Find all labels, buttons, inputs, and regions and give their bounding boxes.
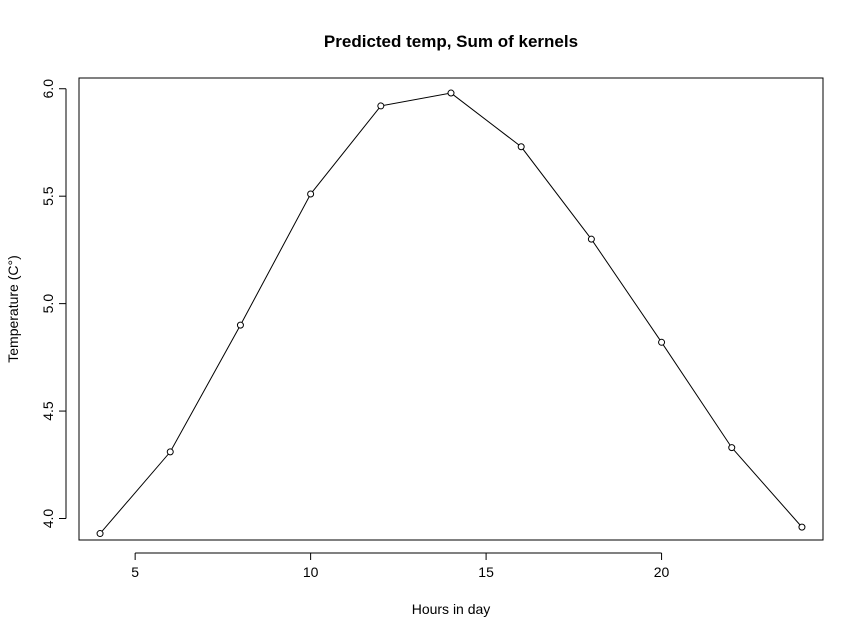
- data-point: [798, 523, 806, 531]
- y-tick-label: 6.0: [40, 79, 56, 99]
- y-axis: 4.0 4.5 5.0 5.5 6.0: [40, 79, 67, 529]
- data-point: [587, 235, 595, 243]
- data-point: [307, 190, 315, 198]
- x-axis: 5 10 15 20: [131, 552, 670, 580]
- y-tick-label: 5.0: [40, 294, 56, 314]
- y-tick-label: 4.0: [40, 509, 56, 529]
- chart-title: Predicted temp, Sum of kernels: [324, 32, 578, 51]
- x-tick-label: 20: [654, 564, 670, 580]
- x-tick-label: 10: [303, 564, 319, 580]
- series-line: [99, 92, 803, 534]
- data-point: [728, 444, 736, 452]
- data-point: [377, 102, 385, 110]
- plot-frame: [78, 77, 824, 541]
- data-point: [166, 448, 174, 456]
- data-points: [96, 89, 806, 538]
- data-point: [658, 338, 666, 346]
- data-point: [96, 530, 104, 538]
- data-point: [447, 89, 455, 97]
- y-tick-label: 4.5: [40, 401, 56, 421]
- y-tick-label: 5.5: [40, 186, 56, 206]
- x-tick-label: 5: [131, 564, 139, 580]
- data-point: [517, 143, 525, 151]
- x-axis-title: Hours in day: [412, 601, 491, 617]
- data-point: [236, 321, 244, 329]
- y-axis-title: Temperature (C°): [5, 255, 21, 363]
- x-tick-label: 15: [478, 564, 494, 580]
